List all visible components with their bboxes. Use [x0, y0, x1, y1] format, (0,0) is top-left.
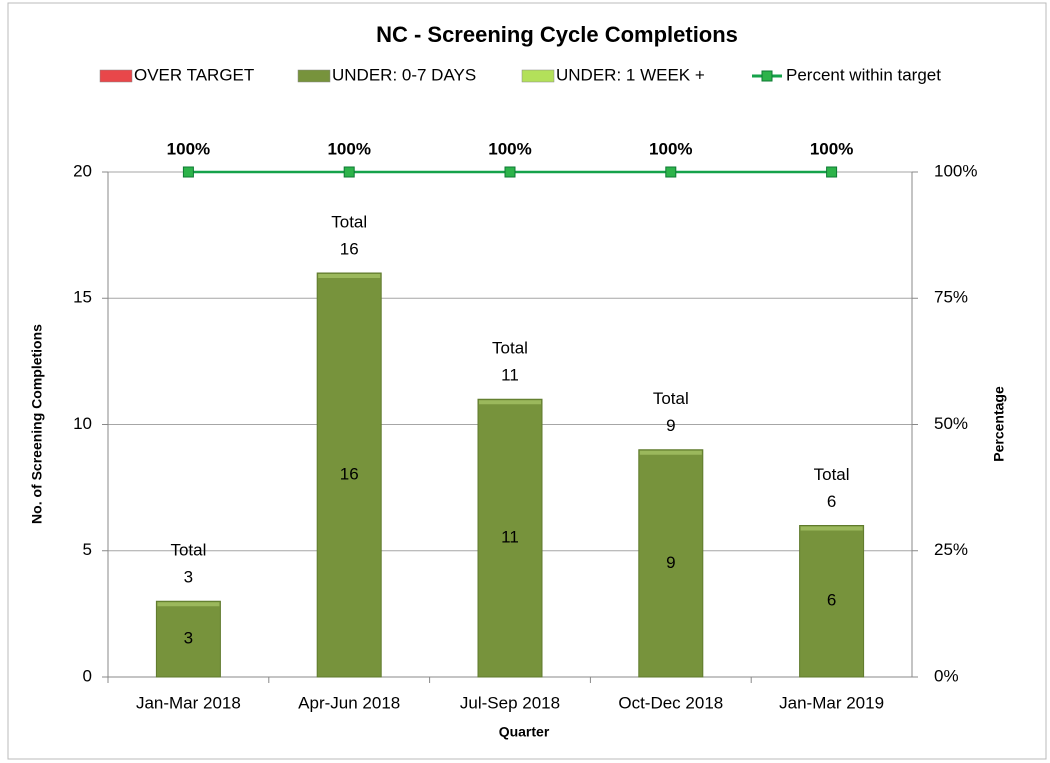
bar-segment — [155, 600, 221, 678]
legend-label: UNDER: 0-7 DAYS — [332, 65, 476, 84]
y2-tick-label: 75% — [934, 288, 968, 307]
y-axis-title: No. of Screening Completions — [29, 324, 45, 524]
legend-swatch — [297, 69, 331, 83]
total-value: 11 — [501, 366, 519, 385]
total-value: 9 — [666, 416, 675, 435]
x-tick-label: Oct-Dec 2018 — [618, 693, 723, 712]
legend-label: UNDER: 1 WEEK + — [556, 65, 705, 84]
x-tick-label: Apr-Jun 2018 — [298, 693, 400, 712]
total-label: Total — [170, 541, 206, 560]
bar-segment — [316, 272, 382, 678]
legend-swatch — [99, 69, 133, 83]
line-value-label: 100% — [649, 139, 692, 158]
segment-label: 6 — [827, 591, 836, 610]
segment-label: 9 — [666, 553, 675, 572]
total-label: Total — [653, 389, 689, 408]
legend-marker — [761, 70, 773, 82]
line-value-label: 100% — [327, 139, 370, 158]
bar-highlight — [800, 526, 863, 531]
total-value: 16 — [340, 239, 359, 258]
total-value: 3 — [184, 568, 193, 587]
x-tick-label: Jul-Sep 2018 — [460, 693, 560, 712]
chart-title: NC - Screening Cycle Completions — [376, 22, 738, 47]
segment-label: 16 — [340, 464, 359, 483]
y2-tick-label: 100% — [934, 161, 977, 180]
total-label: Total — [814, 465, 850, 484]
line-marker — [826, 166, 838, 178]
segment-label: 3 — [184, 629, 193, 648]
bar-segment — [477, 398, 543, 678]
bar-segment — [799, 525, 865, 678]
y-tick-label: 15 — [73, 288, 92, 307]
y2-axis-title: Percentage — [991, 386, 1007, 462]
y-tick-label: 20 — [73, 161, 92, 180]
x-tick-label: Jan-Mar 2019 — [779, 693, 884, 712]
line-value-label: 100% — [810, 139, 853, 158]
total-label: Total — [331, 212, 367, 231]
y-tick-label: 10 — [73, 414, 92, 433]
line-marker — [504, 166, 516, 178]
y-tick-label: 0 — [83, 666, 92, 685]
line-marker — [182, 166, 194, 178]
x-tick-label: Jan-Mar 2018 — [136, 693, 241, 712]
line-value-label: 100% — [488, 139, 531, 158]
y-tick-label: 5 — [83, 540, 92, 559]
legend-swatch — [521, 69, 555, 83]
line-marker — [343, 166, 355, 178]
bar-highlight — [639, 450, 702, 455]
y2-tick-label: 0% — [934, 666, 959, 685]
line-marker — [665, 166, 677, 178]
segment-label: 11 — [501, 528, 519, 547]
bar-highlight — [479, 400, 541, 405]
x-axis-title: Quarter — [499, 724, 550, 740]
y2-tick-label: 25% — [934, 540, 968, 559]
y2-tick-label: 50% — [934, 414, 968, 433]
bar-segment — [638, 449, 704, 678]
total-label: Total — [492, 339, 528, 358]
legend-label: OVER TARGET — [134, 65, 254, 84]
line-value-label: 100% — [167, 139, 210, 158]
legend-label: Percent within target — [786, 65, 941, 84]
bar-highlight — [157, 602, 220, 607]
total-value: 6 — [827, 492, 836, 511]
bar-highlight — [318, 274, 381, 278]
